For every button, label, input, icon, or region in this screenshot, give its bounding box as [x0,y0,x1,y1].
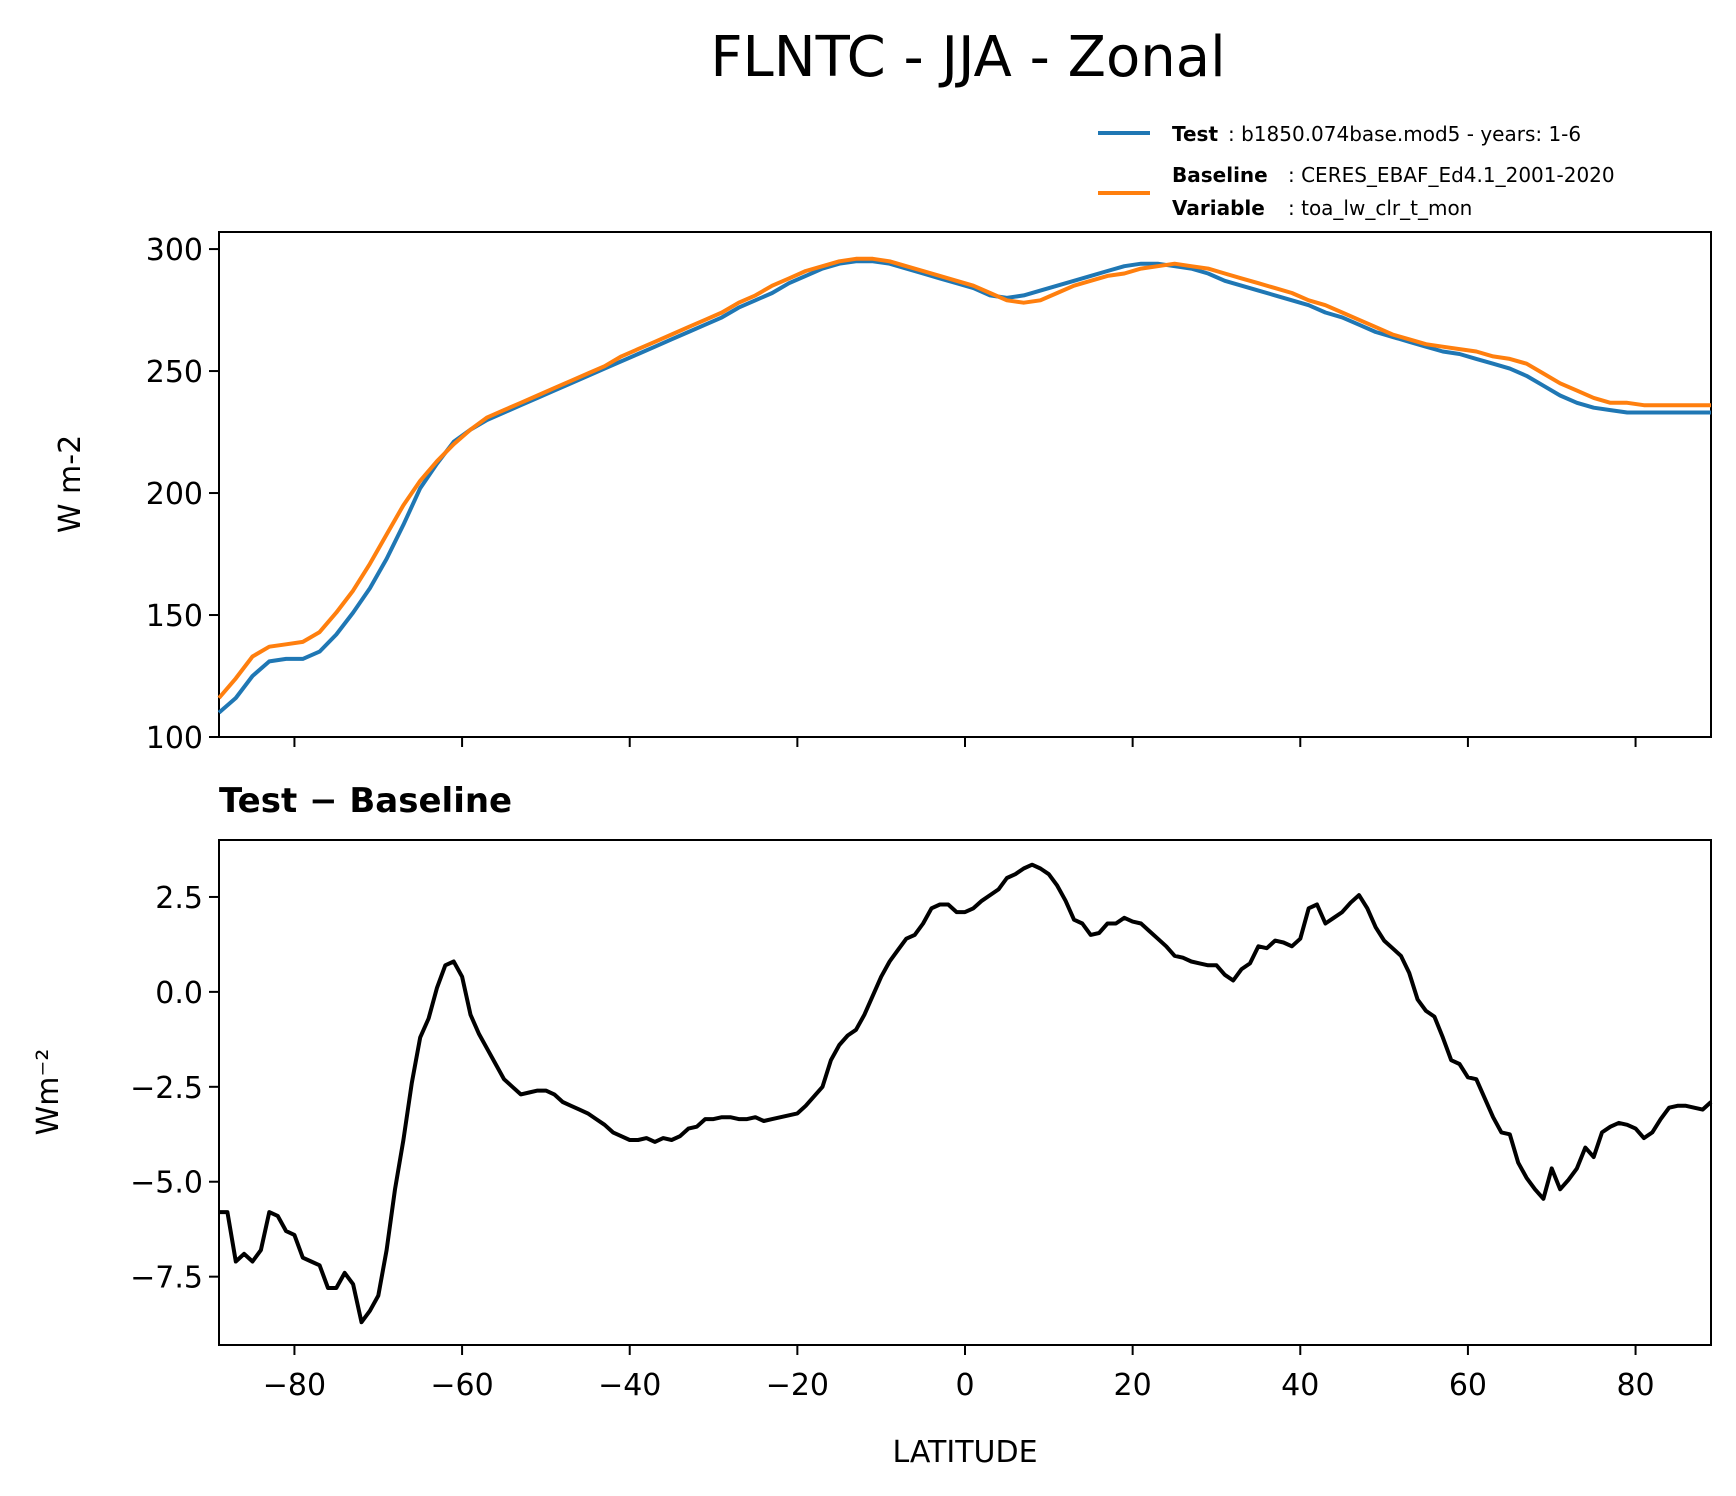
top-panel: 100 150 200 250 300 W m-2 [53,231,1712,756]
bottom-y-tick-label: 0.0 [155,976,203,1011]
bottom-y-tick-label: −5.0 [130,1166,203,1201]
top-y-ticks: 100 150 200 250 300 [146,233,219,756]
legend: Test : b1850.074base.mod5 - years: 1-6 B… [1098,122,1615,220]
bottom-y-tick-label: 2.5 [155,881,203,916]
top-y-tick-label: 300 [146,233,203,268]
bottom-x-tick-label: −20 [766,1368,829,1403]
bottom-x-tick-label: −80 [263,1368,326,1403]
bottom-y-axis-label: Wm⁻² [31,1049,66,1136]
bottom-x-tick-label: 80 [1616,1368,1654,1403]
bottom-panel-title: Test − Baseline [219,781,512,821]
bottom-x-tick-label: 60 [1449,1368,1487,1403]
legend-variable-key: Variable [1172,196,1265,220]
bottom-lines [219,862,1713,1325]
top-y-tick-label: 150 [146,599,203,634]
legend-baseline-key: Baseline [1172,163,1268,187]
legend-test-key: Test [1172,122,1218,146]
x-axis-label: LATITUDE [892,1435,1037,1470]
top-y-tick-label: 100 [146,721,203,756]
bottom-y-ticks: −7.5 −5.0 −2.5 0.0 2.5 [130,881,219,1296]
top-x-ticks [293,737,1637,747]
legend-baseline-value: : CERES_EBAF_Ed4.1_2001-2020 [1288,163,1615,187]
legend-test-value: : b1850.074base.mod5 - years: 1-6 [1228,122,1581,146]
bottom-x-tick-label: 0 [955,1368,974,1403]
bottom-y-tick-label: −7.5 [130,1261,203,1296]
bottom-y-tick-label: −2.5 [130,1071,203,1106]
bottom-x-tick-label: −60 [430,1368,493,1403]
top-y-axis-label: W m-2 [53,435,88,533]
figure-title: FLNTC - JJA - Zonal [710,25,1225,90]
top-lines [217,256,1711,715]
bottom-x-tick-label: 40 [1281,1368,1319,1403]
bottom-x-tick-label: −40 [598,1368,661,1403]
bottom-x-tick-label: 20 [1114,1368,1152,1403]
legend-variable-value: : toa_lw_clr_t_mon [1288,196,1472,220]
top-y-tick-label: 200 [146,477,203,512]
top-y-tick-label: 250 [146,355,203,390]
difference-series-line [219,862,1713,1325]
baseline-series-line [217,256,1711,700]
bottom-x-ticks: −80 −60 −40 −20 0 20 40 60 80 [263,1345,1655,1403]
bottom-panel: Test − Baseline −7.5 −5.0 −2.5 0.0 2.5 −80 −6… [31,781,1713,1470]
